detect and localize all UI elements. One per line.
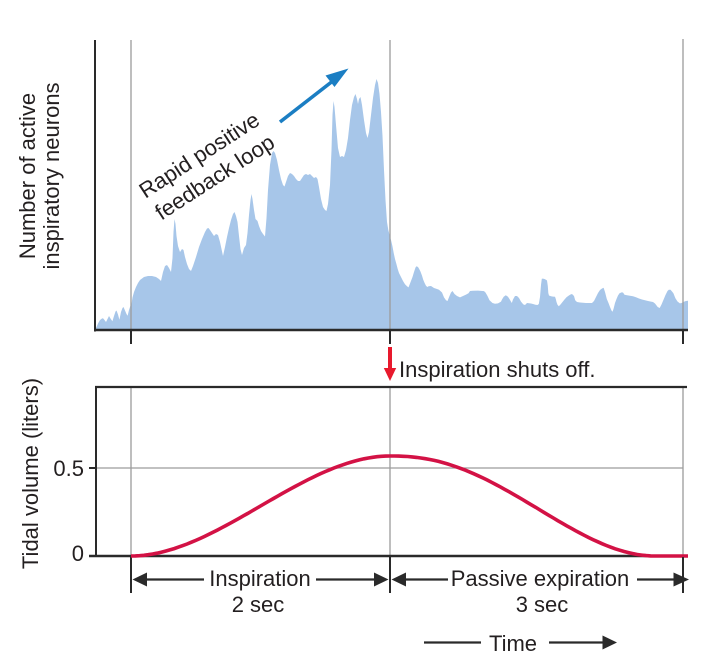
svg-text:inspiratory neurons: inspiratory neurons [39,82,64,269]
svg-text:Inspiration shuts off.: Inspiration shuts off. [399,357,596,382]
svg-text:2 sec: 2 sec [232,592,285,617]
svg-text:Passive expiration: Passive expiration [451,566,630,591]
svg-text:0: 0 [72,541,84,566]
svg-text:Tidal volume (liters): Tidal volume (liters) [18,378,43,569]
svg-text:Inspiration: Inspiration [209,566,311,591]
svg-text:Number of active: Number of active [15,93,40,259]
svg-text:0.5: 0.5 [53,456,84,481]
svg-text:Time: Time [489,631,537,656]
svg-text:3 sec: 3 sec [516,592,569,617]
